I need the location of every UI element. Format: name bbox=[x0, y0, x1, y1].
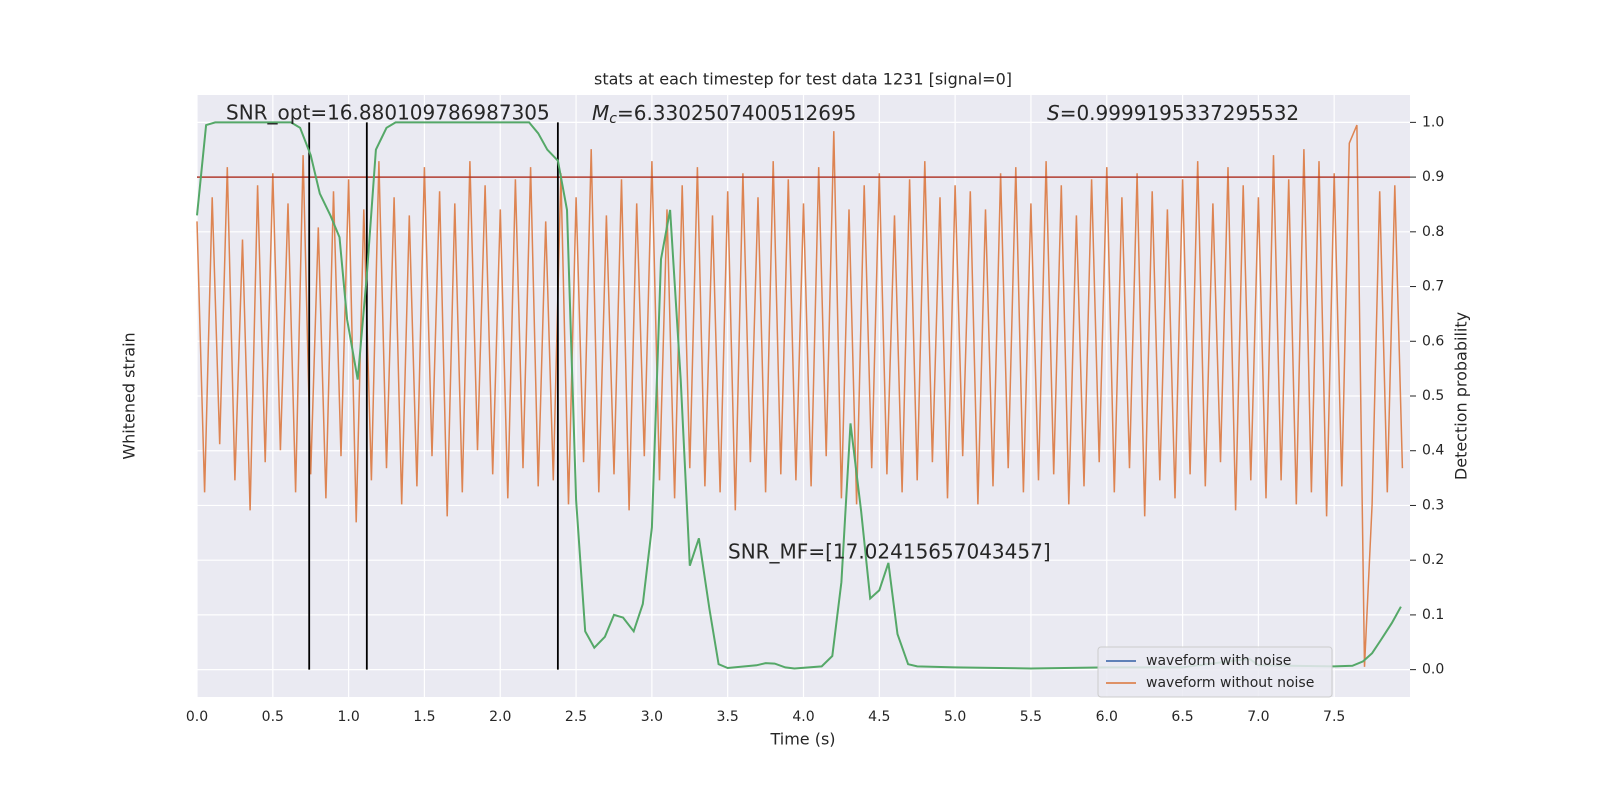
series-line bbox=[196, 124, 1404, 667]
x-tick-label: 0.0 bbox=[186, 709, 208, 725]
x-tick-label: 4.0 bbox=[792, 709, 814, 725]
chart-title: stats at each timestep for test data 123… bbox=[594, 70, 1012, 89]
x-tick-label: 6.0 bbox=[1096, 709, 1118, 725]
annotation: SNR_MF=[17.02415657043457] bbox=[728, 540, 1051, 564]
x-tick-label: 2.5 bbox=[565, 709, 587, 725]
y2-tick-label: 0.7 bbox=[1422, 279, 1444, 295]
legend: waveform with noise waveform without nois… bbox=[1097, 646, 1333, 698]
legend-label: waveform without noise bbox=[1146, 675, 1314, 691]
annotation-value: =0.9999195337295532 bbox=[1060, 101, 1299, 125]
annotation: SNR_opt=16.880109786987305 bbox=[226, 101, 550, 125]
x-axis-label: Time (s) bbox=[769, 730, 835, 749]
y2-tick-label: 0.8 bbox=[1422, 224, 1444, 240]
y2-tick-label: 0.9 bbox=[1422, 169, 1444, 185]
x-tick-label: 7.5 bbox=[1323, 709, 1345, 725]
y-axis-label: Whitened strain bbox=[120, 332, 139, 459]
x-tick-label: 4.5 bbox=[868, 709, 890, 725]
y2-tick-label: 0.6 bbox=[1422, 333, 1444, 349]
annotation-value: =6.3302507400512695 bbox=[617, 101, 856, 125]
y2-axis-label: Detection probability bbox=[1452, 312, 1471, 480]
x-tick-label: 3.0 bbox=[641, 709, 663, 725]
y2-tick-label: 0.2 bbox=[1422, 552, 1444, 568]
marks bbox=[196, 121, 1410, 670]
y2-tick-label: 0.5 bbox=[1422, 388, 1444, 404]
legend-label: waveform with noise bbox=[1146, 653, 1291, 669]
annotation: S=0.9999195337295532 bbox=[1047, 101, 1299, 125]
x-tick-label: 5.5 bbox=[1020, 709, 1042, 725]
x-tick-label: 7.0 bbox=[1247, 709, 1269, 725]
annotation-symbol: M bbox=[592, 101, 609, 125]
x-tick-label: 5.0 bbox=[944, 709, 966, 725]
annotation-symbol: S bbox=[1047, 101, 1060, 125]
y2-tick-label: 0.0 bbox=[1422, 662, 1444, 678]
x-tick-label: 1.0 bbox=[337, 709, 359, 725]
y2-tick-label: 1.0 bbox=[1422, 114, 1444, 130]
x-tick-label: 3.5 bbox=[717, 709, 739, 725]
y2-tick-label: 0.4 bbox=[1422, 443, 1444, 459]
x-tick-label: 6.5 bbox=[1171, 709, 1193, 725]
y2-tick-label: 0.3 bbox=[1422, 497, 1444, 513]
y2-tick-label: 0.1 bbox=[1422, 607, 1444, 623]
x-tick-label: 0.5 bbox=[262, 709, 284, 725]
series-line bbox=[196, 121, 1402, 670]
annotation: Mc=6.3302507400512695 bbox=[592, 101, 856, 128]
annotation-sub: c bbox=[609, 111, 617, 127]
x-tick-label: 1.5 bbox=[413, 709, 435, 725]
legend-box bbox=[1097, 646, 1333, 698]
x-tick-label: 2.0 bbox=[489, 709, 511, 725]
